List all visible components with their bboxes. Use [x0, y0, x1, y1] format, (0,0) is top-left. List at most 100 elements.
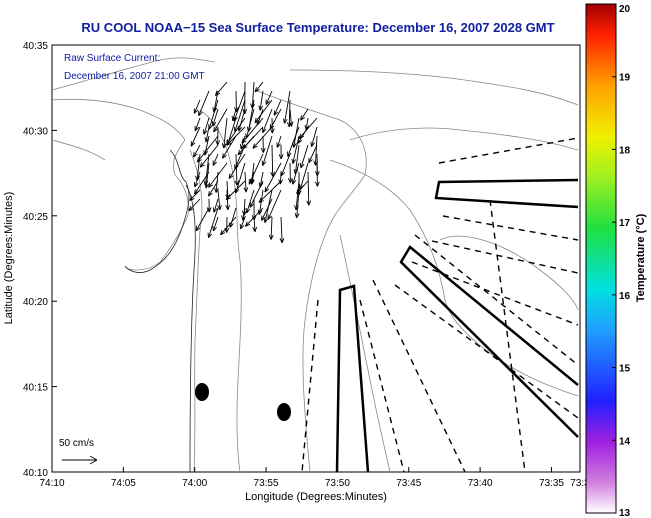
current-arrow: [299, 144, 309, 169]
current-arrow: [208, 162, 228, 188]
y-tick-label-3: 40:25: [23, 212, 48, 223]
current-arrow: [268, 216, 274, 240]
current-arrow: [208, 180, 219, 197]
radar-beam-outlines: [335, 178, 579, 473]
current-arrow: [225, 180, 246, 201]
current-arrow: [212, 198, 219, 213]
current-arrow: [193, 144, 201, 158]
current-arrow: [243, 171, 249, 193]
current-arrow: [213, 108, 228, 133]
current-arrow: [190, 126, 201, 147]
current-arrow: [207, 207, 219, 238]
current-arrow: [245, 189, 255, 214]
current-arrow: [262, 108, 273, 133]
current-arrow: [211, 108, 219, 127]
current-arrow: [270, 144, 275, 177]
colorbar-tick-label-4: 17: [619, 218, 631, 229]
colorbar-tick-label-3: 16: [619, 291, 631, 302]
y-axis-label: Latitude (Degrees:Minutes): [3, 192, 15, 325]
current-arrow: [215, 81, 228, 96]
current-arrow: [300, 108, 309, 121]
current-arrow: [288, 108, 294, 127]
current-arrow: [298, 117, 318, 139]
current-arrow: [242, 126, 264, 150]
current-arrow: [198, 90, 210, 117]
current-arrow: [244, 207, 264, 227]
y-tick-label-4: 40:30: [23, 126, 48, 137]
current-arrow: [279, 216, 285, 244]
colorbar-label: Temperature (°C): [635, 213, 647, 302]
current-arrow: [212, 216, 219, 232]
current-arrow: [249, 180, 264, 208]
bathymetry-contours: [51, 57, 579, 473]
current-arrow: [296, 180, 309, 195]
buoy-marker-1: [195, 383, 209, 401]
current-arrow: [234, 153, 240, 186]
current-arrow: [194, 117, 201, 132]
current-arrow: [282, 90, 291, 124]
y-tick-label-1: 40:15: [23, 383, 48, 394]
current-arrow: [193, 99, 201, 114]
x-tick-label-6: 73:40: [468, 478, 493, 489]
current-arrow: [269, 108, 282, 130]
current-arrow: [242, 81, 248, 114]
current-arrow: [221, 117, 228, 149]
x-tick-label-1: 74:05: [111, 478, 136, 489]
current-arrow: [261, 198, 273, 221]
current-arrow: [241, 117, 264, 144]
current-arrow: [254, 81, 264, 93]
x-tick-label-5: 73:45: [396, 478, 421, 489]
current-arrow: [194, 171, 210, 195]
current-arrow: [310, 126, 318, 147]
current-arrow: [287, 162, 293, 183]
current-arrow: [233, 90, 246, 122]
current-arrow: [264, 162, 282, 193]
current-arrow: [224, 216, 230, 233]
current-arrow: [204, 162, 210, 189]
y-tick-label-5: 40:35: [23, 41, 48, 52]
current-arrow: [291, 162, 300, 185]
x-axis: 74:10 74:05 74:00 73:55 73:50 73:45 73:40 73:35…: [39, 467, 590, 489]
current-arrow: [267, 189, 282, 220]
chart-title: RU COOL NOAA−15 Sea Surface Temperature:…: [81, 20, 554, 35]
current-arrow: [228, 153, 246, 179]
current-arrow: [280, 153, 291, 177]
current-arrow: [229, 207, 237, 228]
current-arrow: [202, 117, 210, 135]
current-arrow: [248, 153, 264, 185]
current-arrow: [294, 189, 300, 219]
plot-area: [51, 44, 581, 473]
current-arrow: [252, 126, 273, 149]
current-arrow: [212, 153, 219, 166]
radar-radials: [301, 137, 579, 473]
colorbar-tick-label-6: 19: [619, 73, 631, 84]
current-annotation-line1: Raw Surface Current:: [64, 53, 160, 64]
current-arrow: [208, 99, 219, 130]
current-arrow: [226, 126, 246, 146]
colorbar-ticks: 13 14 15 16 17 18 19 20: [612, 3, 631, 518]
current-arrow: [188, 198, 201, 212]
surface-current-arrows: [188, 81, 320, 244]
x-tick-label-4: 73:50: [325, 478, 350, 489]
current-arrow: [261, 135, 273, 166]
current-arrow: [252, 216, 258, 232]
colorbar-tick-label-5: 18: [619, 145, 631, 156]
current-arrow: [265, 90, 273, 105]
scale-label: 50 cm/s: [59, 438, 94, 449]
y-axis: 40:10 40:15 40:20 40:25 40:30 40:35: [23, 41, 57, 479]
current-arrow: [239, 216, 246, 230]
colorbar-tick-label-1: 14: [619, 436, 631, 447]
current-arrow: [308, 144, 318, 164]
y-tick-label-0: 40:10: [23, 468, 48, 479]
current-annotation-line2: December 16, 2007 21:00 GMT: [64, 71, 205, 82]
colorbar: [585, 3, 617, 514]
colorbar-tick-label-0: 13: [619, 508, 631, 518]
current-arrow: [306, 171, 312, 206]
current-arrow: [254, 99, 273, 124]
current-arrow: [273, 99, 282, 116]
x-tick-label-7: 73:35: [539, 478, 564, 489]
x-tick-label-0: 74:10: [39, 478, 64, 489]
current-arrow: [225, 189, 231, 210]
buoy-marker-2: [277, 403, 291, 421]
